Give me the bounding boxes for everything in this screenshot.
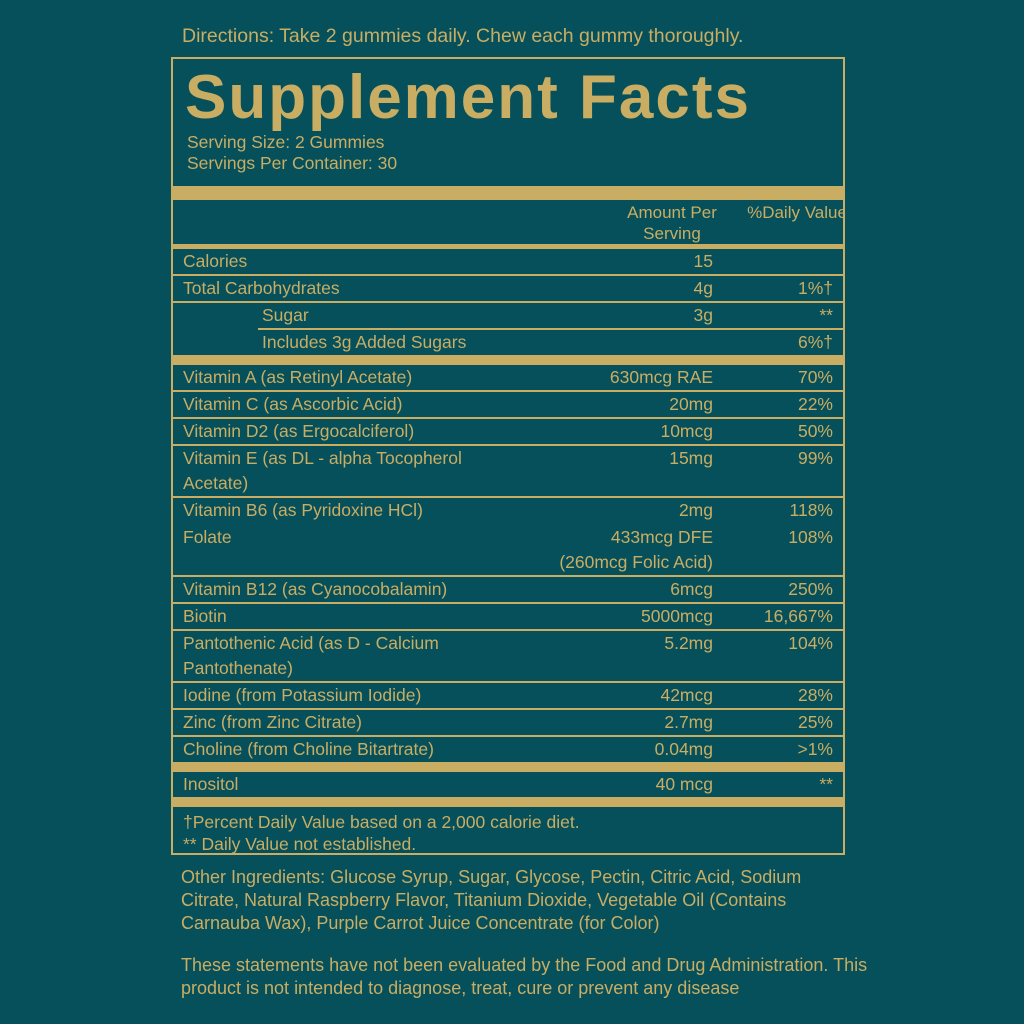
servings-per-container: Servings Per Container: 30 xyxy=(187,153,398,173)
row-label: Inositol xyxy=(183,774,239,794)
row-amount: 15 xyxy=(693,251,713,271)
row-daily-value: 70% xyxy=(797,367,833,387)
table-row: Pantothenic Acid (as D - Calcium Pantoth… xyxy=(173,631,843,681)
row-amount: 10mcg xyxy=(660,421,713,441)
row-divider xyxy=(173,735,843,737)
row-daily-value: 50% xyxy=(797,421,833,441)
row-amount: 15mg xyxy=(669,448,713,468)
row-divider xyxy=(173,444,843,446)
table-row: Inositol 40 mcg ** xyxy=(173,772,843,797)
row-amount: 2mg xyxy=(678,500,713,520)
row-daily-value: 28% xyxy=(797,685,833,705)
row-divider xyxy=(173,708,843,710)
row-amount: 6mcg xyxy=(670,579,713,599)
header-amount-per-serving: Amount Per Serving xyxy=(627,203,717,243)
table-row: Sugar 3g ** xyxy=(173,303,843,328)
row-amount: 5.2mg xyxy=(664,633,713,653)
table-row: Vitamin E (as DL - alpha Tocopherol Acet… xyxy=(173,446,843,496)
row-daily-value: 99% xyxy=(797,448,833,468)
row-amount: 5000mcg xyxy=(641,606,713,626)
row-amount: 4g xyxy=(693,278,713,298)
row-daily-value: 22% xyxy=(797,394,833,414)
table-row: Zinc (from Zinc Citrate) 2.7mg 25% xyxy=(173,710,843,735)
row-divider xyxy=(173,390,843,392)
row-label: Sugar xyxy=(262,305,309,325)
supplement-facts-panel: Supplement Facts Serving Size: 2 Gummies… xyxy=(171,57,845,855)
row-label: Biotin xyxy=(183,606,227,626)
serving-size: Serving Size: 2 Gummies xyxy=(187,132,385,152)
row-divider xyxy=(173,575,843,577)
footnote-not-established: ** Daily Value not established. xyxy=(183,834,417,854)
row-divider xyxy=(173,496,843,498)
header-percent-daily-value: %Daily Value xyxy=(747,203,845,222)
row-amount: 433mcg DFE (260mcg Folic Acid) xyxy=(559,527,713,572)
row-daily-value: >1% xyxy=(797,739,833,759)
row-divider xyxy=(173,301,843,303)
panel-title: Supplement Facts xyxy=(185,63,751,132)
row-daily-value: 118% xyxy=(789,500,833,520)
row-daily-value: 25% xyxy=(797,712,833,732)
row-divider xyxy=(173,274,843,276)
row-label: Includes 3g Added Sugars xyxy=(262,332,467,352)
table-row: Folate 433mcg DFE (260mcg Folic Acid) 108% xyxy=(173,525,843,575)
row-amount: 3g xyxy=(693,305,713,325)
row-label: Zinc (from Zinc Citrate) xyxy=(183,712,362,732)
section-bar xyxy=(173,797,843,807)
directions-text: Directions: Take 2 gummies daily. Chew e… xyxy=(182,25,744,47)
row-label: Folate xyxy=(183,527,232,547)
footnote-daily-value: †Percent Daily Value based on a 2,000 ca… xyxy=(183,812,580,832)
table-row: Calories 15 xyxy=(173,249,843,274)
row-amount: 20mg xyxy=(669,394,713,414)
row-daily-value: 108% xyxy=(788,527,833,547)
footnotes: †Percent Daily Value based on a 2,000 ca… xyxy=(173,807,843,854)
row-divider xyxy=(173,602,843,604)
row-daily-value: 1%† xyxy=(797,278,833,298)
row-label: Vitamin C (as Ascorbic Acid) xyxy=(183,394,403,414)
row-label: Vitamin E (as DL - alpha Tocopherol Acet… xyxy=(183,448,462,493)
row-label: Vitamin B6 (as Pyridoxine HCl) xyxy=(183,500,423,520)
section-bar xyxy=(173,762,843,772)
table-row: Biotin 5000mcg 16,667% xyxy=(173,604,843,629)
table-row: Choline (from Choline Bitartrate) 0.04mg >… xyxy=(173,737,843,762)
table-row: Total Carbohydrates 4g 1%† xyxy=(173,276,843,301)
row-label: Total Carbohydrates xyxy=(183,278,340,298)
row-daily-value: 250% xyxy=(788,579,833,599)
row-divider xyxy=(258,328,843,330)
fda-disclaimer-text: These statements have not been evaluated… xyxy=(181,955,868,998)
row-daily-value: 104% xyxy=(788,633,833,653)
row-amount: 2.7mg xyxy=(664,712,713,732)
row-divider xyxy=(173,417,843,419)
row-daily-value: ** xyxy=(819,774,833,794)
table-row: Vitamin B6 (as Pyridoxine HCl) 2mg 118% xyxy=(173,498,843,523)
table-row: Iodine (from Potassium Iodide) 42mcg 28% xyxy=(173,683,843,708)
row-daily-value: 6%† xyxy=(797,332,833,352)
table-row: Vitamin A (as Retinyl Acetate) 630mcg RAE… xyxy=(173,365,843,390)
table-row: Includes 3g Added Sugars 6%† xyxy=(173,330,843,355)
row-divider xyxy=(173,629,843,631)
table-row: Vitamin B12 (as Cyanocobalamin) 6mcg 250% xyxy=(173,577,843,602)
row-label: Vitamin A (as Retinyl Acetate) xyxy=(183,367,413,387)
other-ingredients-text: Other Ingredients: Glucose Syrup, Sugar,… xyxy=(181,867,802,933)
facts-table: Calories 15 Total Carbohydrates 4g 1%† Sugar 3… xyxy=(173,249,843,807)
table-row: Vitamin D2 (as Ergocalciferol) 10mcg 50% xyxy=(173,419,843,444)
row-label: Calories xyxy=(183,251,248,271)
row-label: Vitamin D2 (as Ergocalciferol) xyxy=(183,421,415,441)
table-row: Vitamin C (as Ascorbic Acid) 20mg 22% xyxy=(173,392,843,417)
header-divider xyxy=(173,244,843,249)
section-bar-top xyxy=(173,186,843,200)
row-amount: 0.04mg xyxy=(654,739,713,759)
row-label: Choline (from Choline Bitartrate) xyxy=(183,739,434,759)
row-daily-value: ** xyxy=(819,305,833,325)
row-daily-value: 16,667% xyxy=(763,606,833,626)
table-header: Amount Per Serving %Daily Value xyxy=(173,200,843,244)
row-label: Vitamin B12 (as Cyanocobalamin) xyxy=(183,579,448,599)
row-label: Iodine (from Potassium Iodide) xyxy=(183,685,422,705)
row-amount: 630mcg RAE xyxy=(609,367,713,387)
row-amount: 42mcg xyxy=(660,685,713,705)
section-bar xyxy=(173,355,843,365)
row-divider xyxy=(173,681,843,683)
row-amount: 40 mcg xyxy=(655,774,713,794)
row-label: Pantothenic Acid (as D - Calcium Pantoth… xyxy=(183,633,439,678)
